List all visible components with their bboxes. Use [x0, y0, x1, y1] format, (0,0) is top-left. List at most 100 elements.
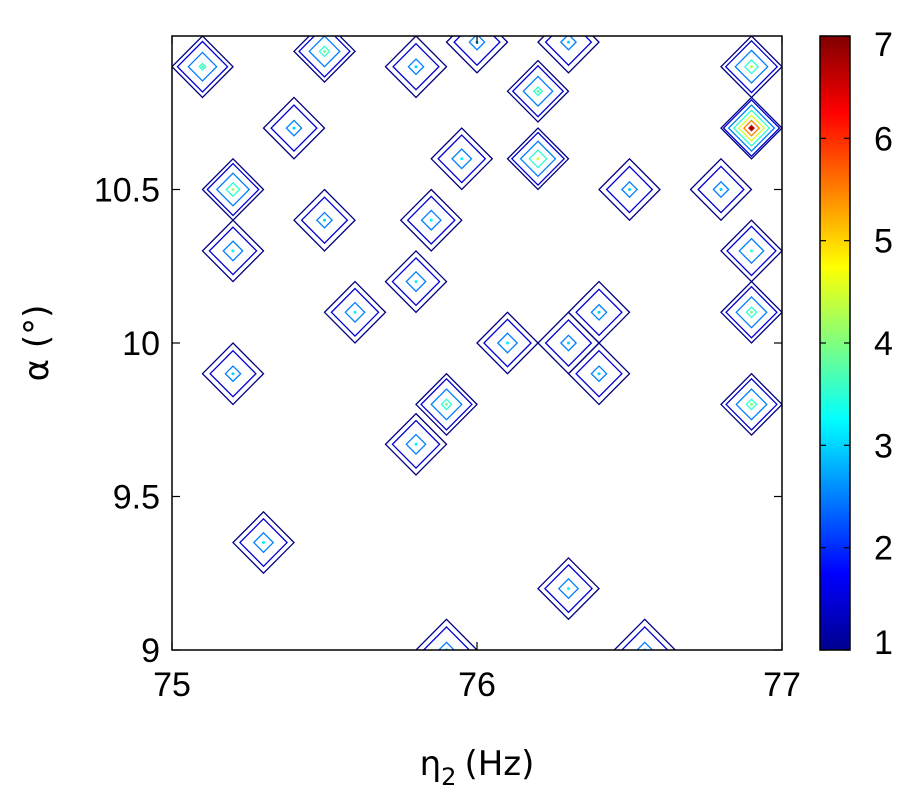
contour-peak	[429, 218, 433, 222]
contour-ring	[506, 59, 570, 123]
contour-ring	[613, 618, 677, 650]
contour-ring	[308, 36, 341, 68]
contour-ring	[620, 626, 669, 650]
contour-ring	[743, 59, 760, 75]
contour-ring	[399, 188, 463, 252]
contour-peak	[460, 157, 464, 161]
x-tick-label: 77	[763, 666, 801, 704]
contour-peak	[231, 249, 235, 253]
contour-peak	[231, 372, 235, 376]
contour-ring	[734, 49, 769, 84]
contour-ring	[270, 104, 318, 153]
contour-peak	[414, 442, 418, 446]
contour-peak	[750, 310, 753, 314]
contour-ring	[725, 377, 778, 431]
contour-ring	[405, 433, 427, 456]
colorbar-tick-label: 6	[874, 120, 893, 158]
contour-peak	[719, 188, 723, 191]
y-tick-label: 9	[141, 632, 160, 670]
contour-ring	[285, 119, 303, 137]
contour-ring	[187, 51, 218, 82]
contour-peak	[597, 372, 601, 376]
contour-peak	[262, 541, 265, 545]
contour-ring	[406, 195, 456, 245]
contour-ring	[537, 36, 600, 74]
colorbar-ticks: 1 2 3 4 5 6 7	[820, 26, 893, 662]
contour-ring	[391, 419, 441, 469]
contour-peak	[628, 188, 631, 191]
contour-ring	[453, 36, 501, 67]
contour-ring	[430, 388, 463, 421]
contour-ring	[720, 372, 782, 437]
contour-ring	[440, 398, 453, 411]
y-tick-label: 10.5	[94, 172, 160, 210]
contour-ring	[738, 237, 765, 265]
contour-ring	[198, 62, 207, 71]
contour-ring	[727, 104, 776, 153]
contour-ring	[318, 45, 331, 58]
contour-ring	[384, 36, 448, 99]
contour-ring	[544, 319, 593, 367]
contour-ring	[720, 96, 782, 160]
colorbar-tick-label: 3	[874, 427, 893, 465]
x-axis-symbol: η	[420, 744, 442, 784]
contour-peak	[353, 310, 357, 314]
contour-ring	[176, 40, 229, 93]
contour-peak	[414, 280, 418, 284]
contour-ring	[737, 114, 766, 142]
contour-ring	[422, 626, 471, 650]
contour-ring	[528, 149, 548, 169]
contour-peak	[414, 65, 418, 69]
contour-ring	[506, 127, 570, 191]
contour-peak	[231, 188, 235, 191]
x-axis-label: η2 (Hz)	[420, 744, 535, 791]
contour-ring	[496, 332, 519, 354]
contour-peak	[567, 40, 570, 44]
contour-ring	[420, 377, 473, 431]
contour-peak	[567, 341, 570, 345]
contour-ring	[209, 349, 257, 398]
contour-peak	[323, 218, 326, 222]
contour-ring	[262, 96, 326, 160]
contour-lines	[172, 36, 782, 650]
contour-ring	[559, 36, 578, 51]
contour-ring	[720, 280, 782, 344]
contour-peak	[536, 89, 540, 93]
contour-ring	[468, 36, 486, 51]
x-axis-unit: (Hz)	[464, 744, 534, 784]
contour-ring	[605, 165, 654, 214]
axis-ticks: 75 76 77 9 9.5 10 10.5	[94, 36, 801, 704]
contour-ring	[745, 306, 758, 319]
contour-ring	[172, 36, 234, 99]
contour-ring	[315, 211, 334, 229]
contour-ring	[532, 86, 544, 97]
contour-ring	[567, 342, 631, 406]
contour-ring	[726, 225, 777, 277]
contour-peak	[567, 587, 570, 591]
contour-ring	[415, 618, 478, 650]
contour-ring	[405, 270, 427, 293]
contour-ring	[222, 240, 244, 262]
contour-ring	[215, 172, 251, 207]
contour-ring	[483, 318, 532, 368]
contour-ring	[732, 109, 771, 147]
contour-ring	[559, 334, 578, 352]
contour-peak	[597, 310, 601, 314]
contour-peak	[750, 402, 753, 406]
contour-ring	[415, 372, 478, 437]
contour-ring	[735, 388, 768, 421]
contour-peak	[201, 65, 204, 69]
y-axis-label: α (°)	[17, 305, 57, 382]
contour-peak	[445, 402, 448, 406]
contour-ring	[745, 398, 758, 411]
colorbar-tick-label: 7	[874, 26, 893, 64]
contour-ring	[575, 349, 623, 398]
contour-ring	[557, 577, 580, 600]
contour-ring	[510, 131, 566, 187]
contour-ring	[748, 124, 755, 132]
contour-ring	[735, 296, 768, 329]
contour-ring	[384, 249, 448, 314]
contour-ring	[437, 134, 487, 184]
colorbar-tick-label: 4	[874, 325, 893, 363]
